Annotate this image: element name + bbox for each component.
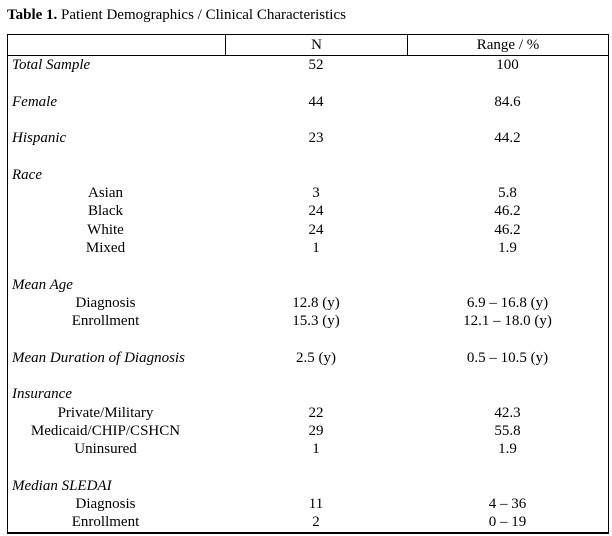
row-sub-label: Asian <box>88 185 123 202</box>
row-n-value: 24 <box>308 221 324 238</box>
row-category-label: Race <box>12 166 42 183</box>
row-range-value: 0.5 – 10.5 (y) <box>466 349 549 366</box>
row-sub-label: Uninsured <box>74 441 137 458</box>
row-sub-label: Black <box>88 203 123 220</box>
spacer-row <box>8 459 608 477</box>
header-cell-range-percent: Range / % <box>407 35 608 55</box>
row-range-value: 1.9 <box>498 239 517 256</box>
row-range-value: 5.8 <box>498 185 517 202</box>
row-range-value: 46.2 <box>494 203 521 220</box>
row-range-value <box>407 276 608 294</box>
row-range-value: 0 – 19 <box>488 514 527 531</box>
row-sub-label: Medicaid/CHIP/CSHCN <box>30 422 181 439</box>
row-n-value: 1 <box>312 441 320 458</box>
row-range-value <box>407 166 608 184</box>
table-row: Diagnosis 12.8 (y) 6.9 – 16.8 (y) <box>8 294 608 312</box>
row-n-value <box>225 276 407 294</box>
row-n-value: 24 <box>308 203 324 220</box>
row-range-value <box>407 385 608 403</box>
row-sub-label: White <box>87 221 124 238</box>
table-row: Mean Age <box>8 276 608 294</box>
row-n-value: 1 <box>312 239 320 256</box>
table-row: Enrollment 15.3 (y) 12.1 – 18.0 (y) <box>8 312 608 330</box>
row-range-value: 100 <box>496 57 519 73</box>
table-row: Enrollment 2 0 – 19 <box>8 513 608 531</box>
row-range-value: 55.8 <box>494 422 521 439</box>
row-category-label: Mean Age <box>12 276 73 293</box>
spacer-row <box>8 330 608 348</box>
row-range-value <box>407 477 608 495</box>
row-range-value: 84.6 <box>494 93 521 110</box>
row-category-label: Total Sample <box>12 57 91 73</box>
table-caption: Table 1. Patient Demographics / Clinical… <box>7 8 612 23</box>
row-n-value: 23 <box>308 130 324 147</box>
row-n-value: 3 <box>312 185 320 202</box>
spacer-row <box>8 74 608 92</box>
row-range-value: 42.3 <box>494 404 521 421</box>
table-row: White 24 46.2 <box>8 221 608 239</box>
row-sub-label: Enrollment <box>71 514 140 531</box>
row-n-value: 15.3 (y) <box>292 313 340 330</box>
row-category-label: Hispanic <box>12 130 67 147</box>
row-n-value: 12.8 (y) <box>292 294 340 311</box>
spacer-row <box>8 367 608 385</box>
row-n-value: 22 <box>308 404 324 421</box>
table-row: Asian 3 5.8 <box>8 184 608 202</box>
row-sub-label: Diagnosis <box>75 496 136 513</box>
table-caption-text: Patient Demographics / Clinical Characte… <box>57 7 346 23</box>
row-range-value: 46.2 <box>494 221 521 238</box>
row-range-value: 1.9 <box>498 441 517 458</box>
row-n-value: 2 <box>312 514 320 531</box>
table-row: Diagnosis 11 4 – 36 <box>8 495 608 513</box>
row-category-label: Female <box>12 93 57 110</box>
table-row: Private/Military 22 42.3 <box>8 404 608 422</box>
table-row: Race <box>8 166 608 184</box>
table-row: Insurance <box>8 385 608 403</box>
row-category-label: Insurance <box>12 386 72 403</box>
row-n-value: 44 <box>308 93 324 110</box>
demographics-table: N Range / % Total Sample 52 100 Female 44 84.… <box>7 34 609 534</box>
row-category-label: Median SLEDAI <box>12 477 112 494</box>
row-sub-label: Diagnosis <box>75 294 136 311</box>
row-n-value <box>225 385 407 403</box>
table-row: Black 24 46.2 <box>8 202 608 220</box>
row-range-value: 6.9 – 16.8 (y) <box>466 294 549 311</box>
row-range-value: 44.2 <box>494 130 521 147</box>
row-sub-label: Enrollment <box>71 313 140 330</box>
table-row: Medicaid/CHIP/CSHCN 29 55.8 <box>8 422 608 440</box>
table-row: Mixed 1 1.9 <box>8 239 608 257</box>
row-n-value: 2.5 (y) <box>296 349 336 366</box>
spacer-row <box>8 111 608 129</box>
row-n-value: 29 <box>308 422 324 439</box>
spacer-row <box>8 257 608 275</box>
row-n-value <box>225 477 407 495</box>
table-row: Uninsured 1 1.9 <box>8 440 608 458</box>
row-range-value: 12.1 – 18.0 (y) <box>463 313 552 330</box>
spacer-row <box>8 147 608 165</box>
table-body: Total Sample 52 100 Female 44 84.6 Hispanic 23 4… <box>8 56 608 532</box>
table-row: Total Sample 52 100 <box>8 56 608 74</box>
row-n-value <box>225 166 407 184</box>
row-sub-label: Private/Military <box>57 404 154 421</box>
table-row: Hispanic 23 44.2 <box>8 129 608 147</box>
table-row: Female 44 84.6 <box>8 93 608 111</box>
table-row: Mean Duration of Diagnosis 2.5 (y) 0.5 – 1… <box>8 349 608 367</box>
row-sub-label: Mixed <box>85 239 126 256</box>
row-category-label: Mean Duration of Diagnosis <box>12 349 185 366</box>
table-header-row: N Range / % <box>8 35 608 56</box>
row-range-value: 4 – 36 <box>488 496 527 513</box>
table-row: Median SLEDAI <box>8 477 608 495</box>
row-n-value: 52 <box>308 57 324 73</box>
header-cell-n: N <box>225 35 407 55</box>
table-caption-number: Table 1. <box>7 7 58 23</box>
row-n-value: 11 <box>308 496 324 513</box>
header-cell-empty <box>8 35 225 55</box>
